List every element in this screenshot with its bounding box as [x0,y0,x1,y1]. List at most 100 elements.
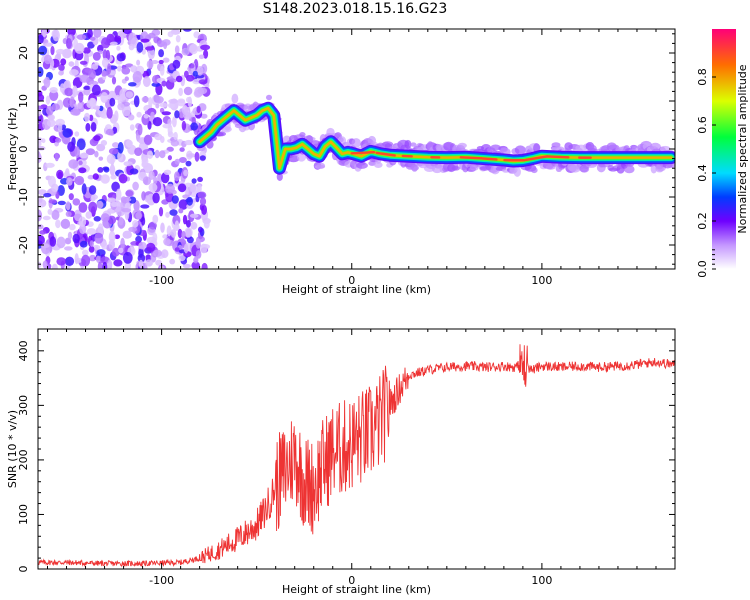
noise-blob [43,54,52,65]
ridge-halo [431,165,443,174]
noise-blob [78,216,87,227]
noise-blob [162,57,170,63]
noise-blob [101,57,110,68]
ridge-halo [356,162,368,169]
noise-blob [151,82,161,87]
noise-blob [182,214,188,225]
noise-blob [91,63,99,70]
noise-blob [145,46,155,51]
noise-blob [89,240,94,248]
noise-blob [76,34,87,40]
noise-blob [77,102,83,110]
noise-blob [106,107,113,119]
noise-blob [88,185,97,195]
noise-blob [58,70,64,76]
noise-blob [76,138,86,151]
noise-blob [190,221,198,230]
noise-blob [67,231,73,240]
noise-blob [68,223,76,231]
noise-blob [158,49,165,58]
noise-blob [132,220,139,228]
noise-blob [174,247,180,252]
noise-blob [191,178,197,184]
noise-blob [181,120,187,131]
y-tick-label: 400 [17,340,30,361]
noise-blob [64,237,72,245]
noise-blob [141,191,146,201]
y-tick-label: 0 [17,566,30,573]
noise-blob [62,128,72,138]
noise-blob [128,43,135,51]
noise-blob [58,64,65,71]
noise-blob [69,69,79,76]
noise-blob [170,229,177,238]
noise-blob [55,219,61,229]
noise-blob [195,250,202,259]
noise-blob [89,98,97,108]
noise-blob [110,174,117,180]
y-tick-label: 10 [17,94,30,108]
noise-blob [175,35,181,43]
noise-blob [38,235,45,246]
noise-blob [46,119,56,127]
noise-blob [43,193,52,198]
noise-blob [109,97,116,107]
noise-blob [154,149,160,159]
noise-blob [89,36,96,41]
noise-blob [124,76,129,81]
noise-blob [184,139,194,146]
noise-blob [160,222,165,233]
noise-blob [120,237,125,250]
noise-blob [161,249,169,259]
noise-blob [158,206,164,217]
noise-blob [117,142,124,154]
noise-blob [43,42,54,47]
noise-blob [163,41,168,50]
noise-blob [88,69,96,80]
noise-blob [105,128,114,136]
ridge-halo [514,145,526,155]
noise-blob [97,44,104,53]
noise-blob [38,114,44,124]
noise-blob [200,44,211,51]
noise-blob [132,181,139,191]
noise-blob [72,233,80,244]
noise-blob [60,218,71,229]
noise-blob [38,209,43,222]
noise-blob [90,122,97,132]
noise-blob [46,105,54,116]
noise-blob [93,29,102,38]
noise-blob [51,103,60,111]
noise-blob [101,37,111,49]
noise-blob [148,170,155,180]
colorbar-gradient [712,29,736,269]
ridge-halo [530,167,538,174]
noise-blob [72,85,78,98]
noise-blob [92,244,101,250]
noise-blob [140,38,150,43]
noise-blob [145,259,153,267]
noise-blob [198,226,203,233]
noise-blob [100,174,110,184]
noise-blob [138,241,147,250]
noise-blob [85,211,93,219]
noise-blob [88,246,95,253]
noise-blob [55,137,62,143]
noise-blob [174,110,180,119]
noise-blob [47,208,53,215]
noise-blob [101,70,108,77]
ridge-halo [659,145,671,152]
noise-blob [182,263,191,269]
noise-blob [141,216,146,226]
colorbar: 0.0 0.2 0.4 0.6 0.8 Normalized spectral ampli… [696,29,749,278]
noise-blob [163,238,171,246]
noise-blob [64,246,73,251]
noise-blob [183,169,189,177]
noise-blob [122,230,132,239]
ridge-peak [524,155,549,162]
noise-blob [133,200,140,212]
noise-blob [152,117,163,127]
noise-blob [118,247,124,254]
ridge-peak [459,156,483,160]
noise-blob [143,134,153,145]
